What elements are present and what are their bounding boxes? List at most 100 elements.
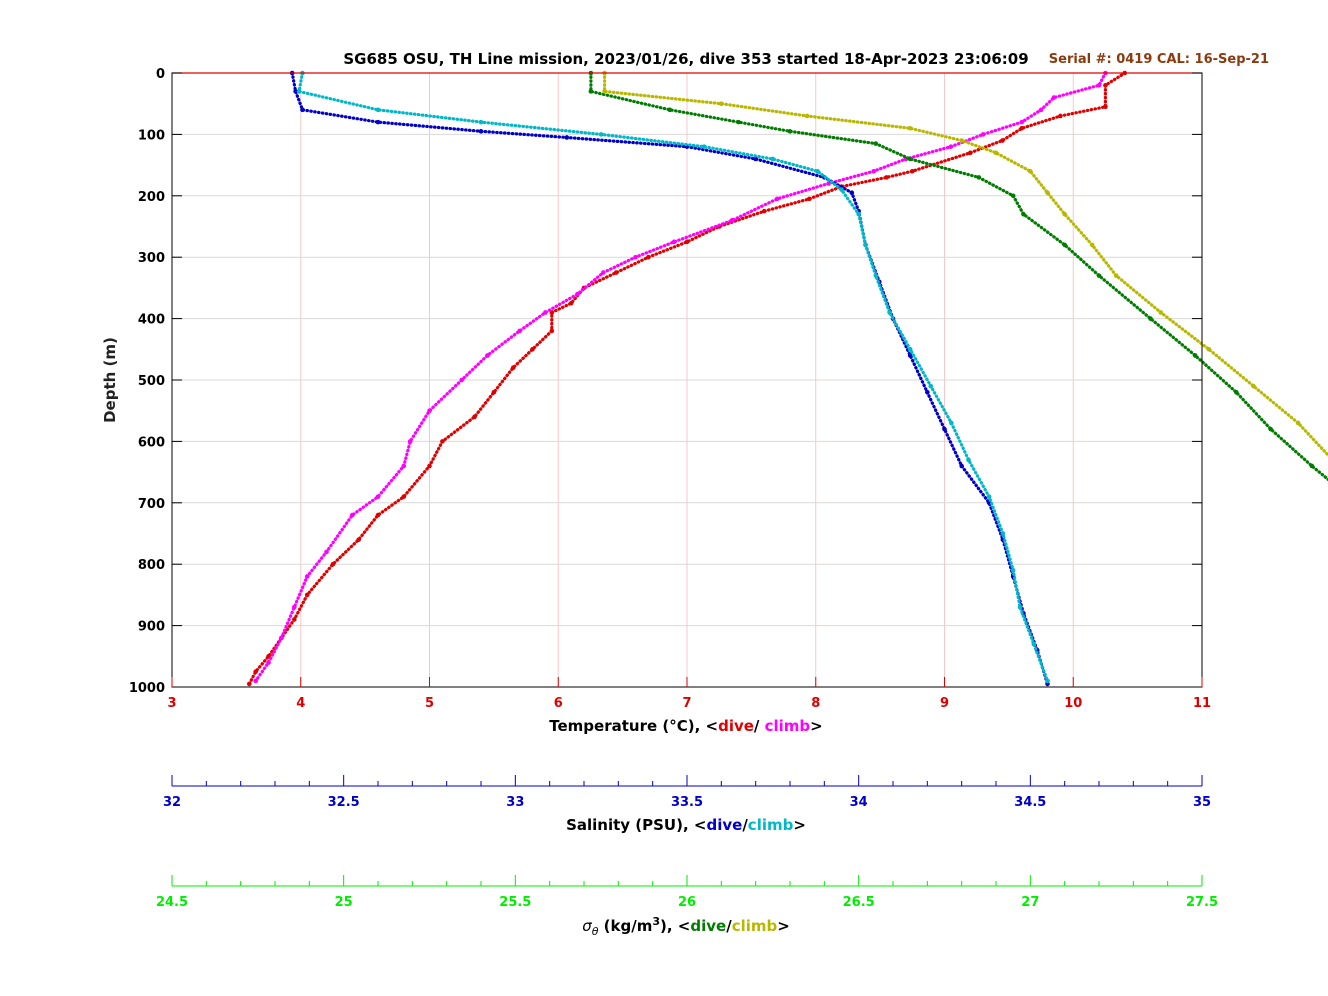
temperature-climb-point: [729, 218, 735, 223]
salinity-climb-point: [1017, 604, 1023, 610]
density-dive-point: [667, 107, 673, 113]
salinity-climb-series: [296, 70, 1050, 684]
salinity-label-dive: dive: [706, 816, 742, 834]
temperature-dive-point: [884, 175, 889, 180]
density-label-theta: θ: [592, 925, 599, 938]
salinity-climb-point: [873, 273, 879, 278]
salinity-dive-point: [564, 135, 570, 140]
salinity-tick-label: 33.5: [671, 795, 703, 810]
density-climb-point: [804, 113, 810, 119]
temperature-dive-point: [304, 592, 310, 598]
density-climb-point: [993, 150, 999, 156]
density-dive-point: [1096, 273, 1102, 278]
density-label-main: (kg/m: [598, 917, 652, 935]
density-dive-point: [1268, 426, 1273, 432]
density-label-sep: /: [726, 917, 732, 935]
temperature-dive-point: [568, 300, 574, 306]
temperature-dive-point: [510, 365, 516, 371]
density-climb-point: [602, 89, 607, 94]
salinity-dive-point: [925, 389, 930, 395]
temperature-climb-point: [774, 196, 780, 202]
density-tick-label: 25.5: [499, 895, 531, 910]
salinity-climb-point: [986, 494, 992, 499]
salinity-climb-point: [928, 383, 934, 389]
temperature-dive-trace: [247, 71, 1127, 686]
density-dive-point: [1148, 316, 1153, 321]
salinity-tick-label: 33: [506, 795, 524, 810]
temperature-dive-point: [375, 512, 381, 518]
density-label-main2: ), <: [660, 917, 690, 935]
temperature-label-main: Temperature (°C), <: [549, 717, 718, 735]
temperature-dive-point: [530, 347, 535, 352]
temperature-climb-point: [407, 439, 413, 444]
salinity-axis-label: Salinity (PSU), <dive/climb>: [566, 816, 806, 834]
temperature-climb-point: [871, 168, 876, 174]
temperature-climb-point: [1019, 119, 1025, 125]
salinity-climb-point: [863, 242, 868, 248]
salinity-climb-point: [949, 420, 954, 426]
temperature-tick-label: 8: [811, 696, 820, 711]
density-climb-point: [907, 125, 913, 131]
temperature-dive-point: [253, 669, 258, 674]
temperature-dive-point: [967, 150, 973, 156]
density-climb-point: [1062, 211, 1067, 217]
temperature-dive-point: [761, 208, 767, 214]
salinity-climb-point: [1000, 531, 1006, 536]
temperature-climb-point: [601, 270, 606, 275]
density-climb-point: [1045, 190, 1050, 196]
temperature-dive-point: [440, 439, 445, 444]
temperature-dive-point: [356, 537, 361, 542]
temperature-tick-label: 4: [296, 696, 305, 711]
salinity-dive-point: [942, 426, 947, 432]
data-layer: [246, 70, 1328, 687]
depth-tick-label: 900: [138, 620, 165, 635]
temperature-tick-label: 5: [425, 696, 434, 711]
temperature-dive-point: [646, 254, 651, 260]
temperature-dive-point: [613, 270, 619, 275]
y-axis-label: Depth (m): [101, 337, 119, 423]
temperature-dive-point: [1019, 125, 1025, 131]
depth-tick-label: 0: [156, 67, 165, 82]
salinity-tick-label: 32: [163, 795, 181, 810]
density-dive-point: [787, 129, 793, 134]
temperature-climb-point: [253, 678, 258, 684]
chart-title: SG685 OSU, TH Line mission, 2023/01/26, …: [343, 50, 1028, 68]
temperature-climb-point: [671, 239, 677, 245]
density-climb-point: [959, 138, 964, 143]
salinity-climb-point: [478, 119, 484, 125]
temperature-climb-point: [485, 353, 490, 358]
temperature-climb-point: [401, 463, 407, 469]
salinity-climb-point: [701, 144, 707, 149]
density-tick-label: 24.5: [156, 895, 188, 910]
salinity-climb-point: [907, 347, 913, 352]
temperature-climb-point: [1096, 82, 1102, 88]
density-dive-point: [1010, 193, 1016, 199]
temperature-climb-point: [1051, 95, 1057, 100]
temperature-tick-label: 7: [682, 696, 691, 711]
density-dive-point: [736, 119, 741, 125]
temperature-dive-point: [330, 561, 336, 567]
temperature-dive-point: [292, 617, 297, 622]
salinity-label-climb: climb: [748, 816, 794, 834]
density-climb-point: [1158, 310, 1164, 315]
temperature-dive-point: [1103, 82, 1108, 88]
depth-tick-label: 800: [138, 558, 165, 573]
salinity-label-main: Salinity (PSU), <: [566, 816, 706, 834]
density-tick-label: 26: [678, 895, 696, 910]
density-axis-label: σθ (kg/m3), <dive/climb>: [582, 915, 790, 938]
density-dive-point: [588, 89, 594, 94]
temperature-climb-point: [304, 574, 310, 579]
depth-tick-label: 300: [138, 251, 165, 266]
temperature-tick-label: 11: [1193, 696, 1211, 711]
salinity-climb-point: [815, 168, 820, 174]
salinity-dive-point: [478, 129, 484, 134]
temperature-climb-point: [279, 635, 284, 641]
temperature-climb-point: [266, 660, 271, 665]
density-climb-point: [1251, 383, 1256, 389]
temperature-climb-point: [349, 512, 355, 518]
salinity-climb-point: [856, 211, 861, 217]
salinity-dive-point: [849, 190, 855, 196]
salinity-tick-label: 32.5: [328, 795, 360, 810]
